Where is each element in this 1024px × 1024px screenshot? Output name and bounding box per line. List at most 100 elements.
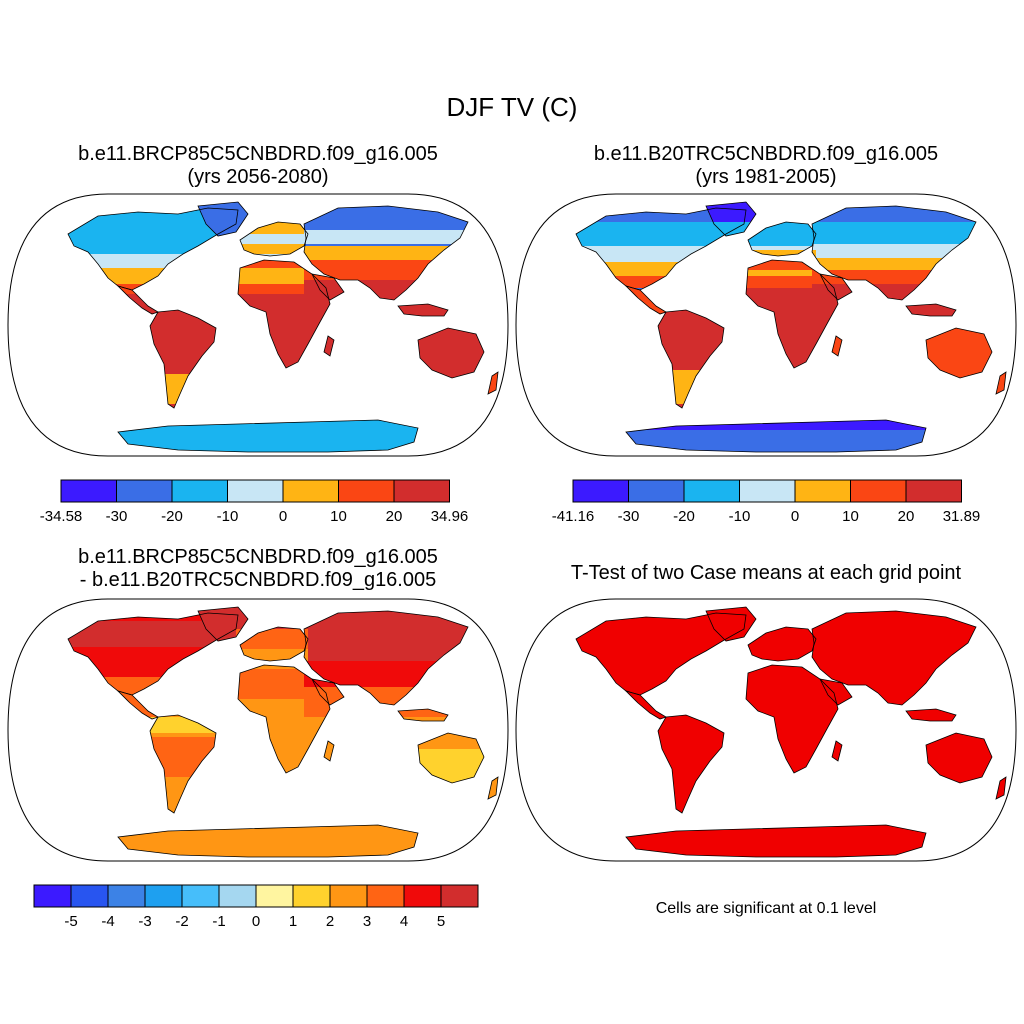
colorbar-box [628,479,685,503]
colorbar-box [683,479,740,503]
map-land-layer [575,606,1007,858]
coastline-madagascar [831,740,843,762]
colorbar-tick-label: -34.58 [40,508,82,525]
coastline-australia [417,732,485,784]
coastline-southAmerica [149,309,217,409]
coastline-arabia [819,678,853,706]
land-newZealand [996,372,1006,394]
colorbar-2: -41.16 -30 -20 -10 0 10 20 31.89 [552,479,980,525]
coastline-southAmerica [149,714,217,814]
coastline-africa [237,259,331,369]
coastline-arabia [819,273,853,301]
coastline-madagascar [323,740,335,762]
colorbar-tick-label: -5 [64,913,77,930]
coastline-europe [747,626,817,662]
land-asia [812,611,976,705]
colorbar-tick-label: -20 [673,508,695,525]
land-australia [418,328,484,378]
map-border [7,193,509,457]
temperature-band [744,250,816,260]
colorbar-tick-label: -4 [101,913,114,930]
coastline-northAmerica [67,207,239,291]
land-antarctica [118,825,418,857]
coastline-africa [745,259,839,369]
panel-3-title: b.e11.BRCP85C5CNBDRD.f09_g16.005 - b.e11… [0,546,516,592]
colorbar-tick-label: 0 [791,508,799,525]
coastline-africa [237,664,331,774]
land-europe [748,627,816,661]
coastline-antarctica [625,419,927,453]
map-content [515,193,1017,457]
map-panel-3 [7,598,509,862]
colorbar-box [403,884,442,908]
coastline-antarctica [625,824,927,858]
coastline-australia [925,732,993,784]
coastline-antarctica [117,419,419,453]
colorbar-tick-label: -41.16 [552,508,594,525]
colorbar-tick-label: -20 [161,508,183,525]
coastline-southAmerica [657,309,725,409]
colorbar-tick-label: 10 [842,508,859,525]
panel-1-title: b.e11.BRCP85C5CNBDRD.f09_g16.005 (yrs 20… [0,143,516,189]
map-content [7,598,509,862]
colorbar-box [794,479,851,503]
coastline-africa [745,664,839,774]
colorbar-box [116,479,173,503]
colorbar-tick-label: -1 [212,913,225,930]
temperature-band [304,230,478,244]
land-centralAmerica [118,691,158,719]
map-content [515,598,1017,862]
colorbar-tick-label: 0 [279,508,287,525]
coastline-arabia [311,273,345,301]
temperature-band [616,430,936,452]
colorbar-tick-label: -30 [106,508,128,525]
land-madagascar [324,741,334,761]
colorbar-box [227,479,284,503]
colorbar-3: -5 -4 -3 -2 -1 0 1 2 3 4 5 [33,884,479,930]
colorbar-tick-label: 5 [437,913,445,930]
coastline-northAmerica [67,612,239,696]
colorbar-box [739,479,796,503]
colorbar-box [338,479,395,503]
colorbar-tick-label: 10 [330,508,347,525]
land-madagascar [832,741,842,761]
colorbar-box [60,479,117,503]
land-newZealand [996,777,1006,799]
colorbar-tick-label: 20 [898,508,915,525]
colorbar-tick-label: 1 [289,913,297,930]
temperature-band [744,260,816,270]
land-newZealand [488,777,498,799]
temperature-band [304,246,478,260]
coastline-madagascar [323,335,335,357]
coastline-asia [303,205,469,301]
colorbar-tick-label: 0 [252,913,260,930]
colorbar-tick-label: 20 [386,508,403,525]
coastline-europe [747,221,817,257]
coastline-australia [925,327,993,379]
colorbar-box [171,479,228,503]
colorbar-box [393,479,450,503]
colorbar-tick-label: 4 [400,913,408,930]
map-border [515,193,1017,457]
coastline-newZealand [487,371,499,395]
colorbar-tick-label: 34.96 [431,508,469,525]
coastline-greenland [705,201,757,237]
coastline-newZealand [487,776,499,800]
coastline-asia [811,610,977,706]
coastline-asia [811,205,977,301]
coastline-asia [303,610,469,706]
land-arabia [820,679,852,705]
coastline-greenland [705,606,757,642]
panel-3-title-line1: b.e11.BRCP85C5CNBDRD.f09_g16.005 [78,546,438,568]
colorbar-box [255,884,294,908]
panel-3-title-line2: - b.e11.B20TRC5CNBDRD.f09_g16.005 [79,569,437,591]
colorbar-tick-label: 3 [363,913,371,930]
coastline-greenland [197,606,249,642]
land-madagascar [832,336,842,356]
land-indonesia [906,709,956,721]
coastline-greenland [197,201,249,237]
coastline-southAmerica [657,714,725,814]
land-greenland [706,607,756,641]
land-centralAmerica [626,691,666,719]
temperature-band [812,244,986,258]
